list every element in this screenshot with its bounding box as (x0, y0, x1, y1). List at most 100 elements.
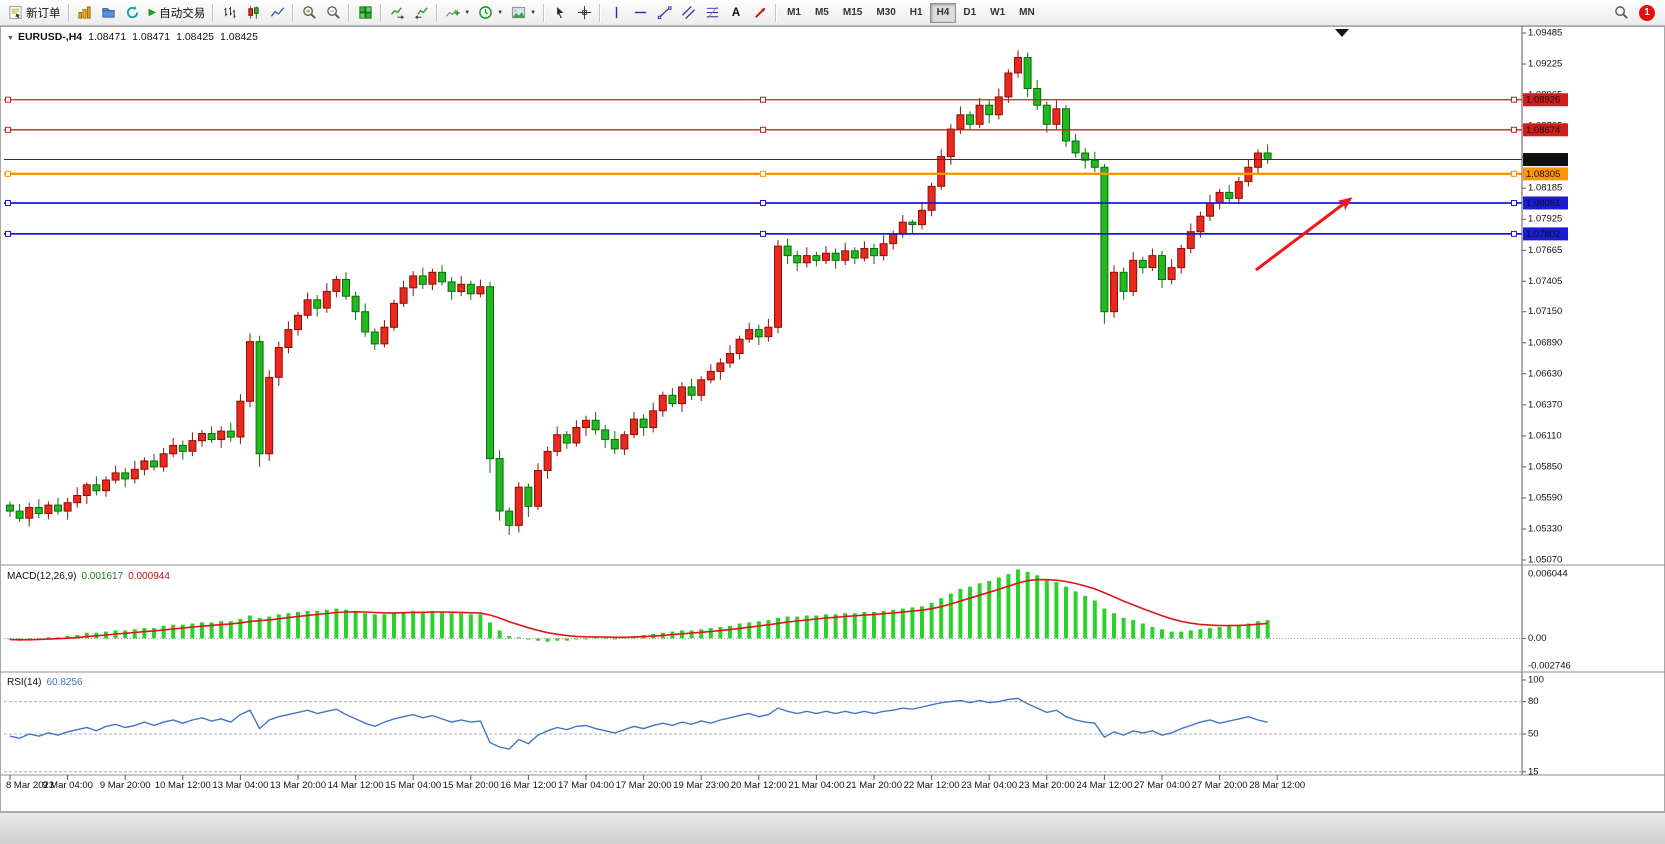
tile-windows-button[interactable] (353, 2, 377, 24)
line-handle[interactable] (760, 230, 766, 237)
svg-text:22 Mar 12:00: 22 Mar 12:00 (904, 780, 960, 791)
line-handle[interactable] (1511, 126, 1517, 133)
candle (879, 243, 888, 257)
line-handle[interactable] (760, 126, 766, 133)
candle (774, 245, 782, 328)
candle (716, 362, 725, 372)
candle (63, 502, 72, 512)
timeframe-mn-button[interactable]: MN (1012, 3, 1042, 23)
timeframe-d1-button[interactable]: D1 (956, 3, 983, 23)
zoom-out-button[interactable] (321, 2, 345, 24)
candle (92, 484, 101, 492)
profiles-button[interactable] (97, 2, 121, 24)
line-handle[interactable] (760, 96, 766, 103)
new-chart-icon (78, 6, 91, 19)
channel-tool-button[interactable] (676, 2, 700, 24)
svg-text:21 Mar 20:00: 21 Mar 20:00 (846, 780, 902, 791)
chart-shift-button[interactable] (409, 2, 433, 24)
line-handle[interactable] (760, 199, 766, 206)
candle (1052, 108, 1061, 125)
bar-chart-type-button[interactable] (217, 2, 241, 24)
refresh-button[interactable] (121, 2, 145, 24)
periods-button[interactable]: ▼ (474, 2, 507, 24)
candle (226, 430, 235, 438)
svg-text:8 Mar 2023: 8 Mar 2023 (6, 780, 54, 791)
fibonacci-tool-button[interactable] (700, 2, 724, 24)
candle (649, 410, 658, 428)
candle (1196, 215, 1205, 233)
toolbar-separator (212, 3, 215, 22)
vertical-line-tool-button[interactable] (604, 2, 628, 24)
annotation-arrow[interactable] (1255, 197, 1353, 272)
line-handle[interactable] (1511, 230, 1517, 237)
crosshair-tool-button[interactable] (572, 2, 596, 24)
timeframe-m15-button[interactable]: M15 (836, 3, 869, 23)
line-handle[interactable] (1511, 170, 1517, 177)
candle (630, 418, 638, 436)
line-chart-type-button[interactable] (265, 2, 289, 24)
svg-text:9 Mar 20:00: 9 Mar 20:00 (100, 780, 151, 791)
candle (294, 314, 302, 331)
candlesticks (6, 50, 1272, 535)
new-chart-button[interactable] (73, 2, 97, 24)
candle (543, 450, 552, 471)
horizontal-line-tool-button[interactable] (628, 2, 652, 24)
templates-button[interactable]: ▼ (507, 2, 540, 24)
cursor-tool-button[interactable] (548, 2, 572, 24)
candle (706, 370, 715, 381)
candlestick-chart-type-button[interactable] (241, 2, 265, 24)
text-tool-button[interactable]: A (724, 2, 748, 24)
orange-level-line[interactable] (4, 170, 1522, 177)
support-line-2[interactable] (4, 230, 1522, 237)
macd-histogram (8, 569, 1270, 642)
one-click-trading-dropdown-icon[interactable]: ▼ (7, 35, 14, 42)
line-handle[interactable] (5, 126, 11, 133)
zoom-in-button[interactable] (297, 2, 321, 24)
timeframe-h4-button[interactable]: H4 (929, 2, 957, 23)
candle (908, 221, 917, 226)
line-handle[interactable] (5, 230, 11, 237)
candle (303, 299, 312, 316)
auto-scroll-button[interactable] (385, 2, 409, 24)
toolbar-separator (380, 3, 383, 22)
timeframe-w1-button[interactable]: W1 (983, 3, 1012, 23)
rsi-indicator-label: RSI(14) 60.8256 (7, 677, 83, 688)
svg-text:1.07665: 1.07665 (1528, 245, 1562, 256)
support-line-1[interactable] (4, 199, 1522, 206)
svg-text:100: 100 (1528, 675, 1544, 686)
line-handle[interactable] (760, 170, 766, 177)
autotrading-button[interactable]: ▶ 自动交易 (145, 2, 210, 24)
candle (1023, 57, 1032, 89)
indicators-button[interactable]: ▼ (441, 2, 474, 24)
candle (1167, 267, 1176, 281)
candle (1263, 152, 1272, 161)
candle (822, 252, 830, 261)
line-handle[interactable] (5, 170, 11, 177)
chart-shift-marker[interactable] (1335, 29, 1349, 37)
line-handle[interactable] (1511, 96, 1517, 103)
price-axis[interactable]: 1.094851.092251.089651.087051.084451.081… (1521, 26, 1568, 775)
svg-text:0.00: 0.00 (1528, 633, 1547, 644)
timeframe-h1-button[interactable]: H1 (903, 3, 930, 23)
price-chart[interactable]: 1.094851.092251.089651.087051.084451.081… (0, 26, 1665, 812)
timeframe-m1-button[interactable]: M1 (780, 3, 808, 23)
arrows-tool-button[interactable] (748, 2, 772, 24)
svg-text:14 Mar 12:00: 14 Mar 12:00 (328, 780, 384, 791)
resistance-line-2[interactable] (4, 126, 1522, 133)
trendline-tool-button[interactable] (652, 2, 676, 24)
search-button[interactable] (1609, 2, 1633, 24)
line-handle[interactable] (5, 96, 11, 103)
zoom-out-icon (326, 6, 340, 19)
line-handle[interactable] (1511, 199, 1517, 206)
timeframe-m5-button[interactable]: M5 (808, 3, 836, 23)
line-handle[interactable] (5, 199, 11, 206)
candle (198, 433, 206, 442)
candle (1100, 166, 1109, 313)
resistance-line-1[interactable] (4, 96, 1522, 103)
new-order-button[interactable]: 新订单 (4, 2, 65, 24)
timeframe-m30-button[interactable]: M30 (869, 3, 902, 23)
notification-badge[interactable]: 1 (1639, 4, 1655, 21)
candle (802, 255, 811, 264)
add-indicator-icon (446, 9, 460, 17)
